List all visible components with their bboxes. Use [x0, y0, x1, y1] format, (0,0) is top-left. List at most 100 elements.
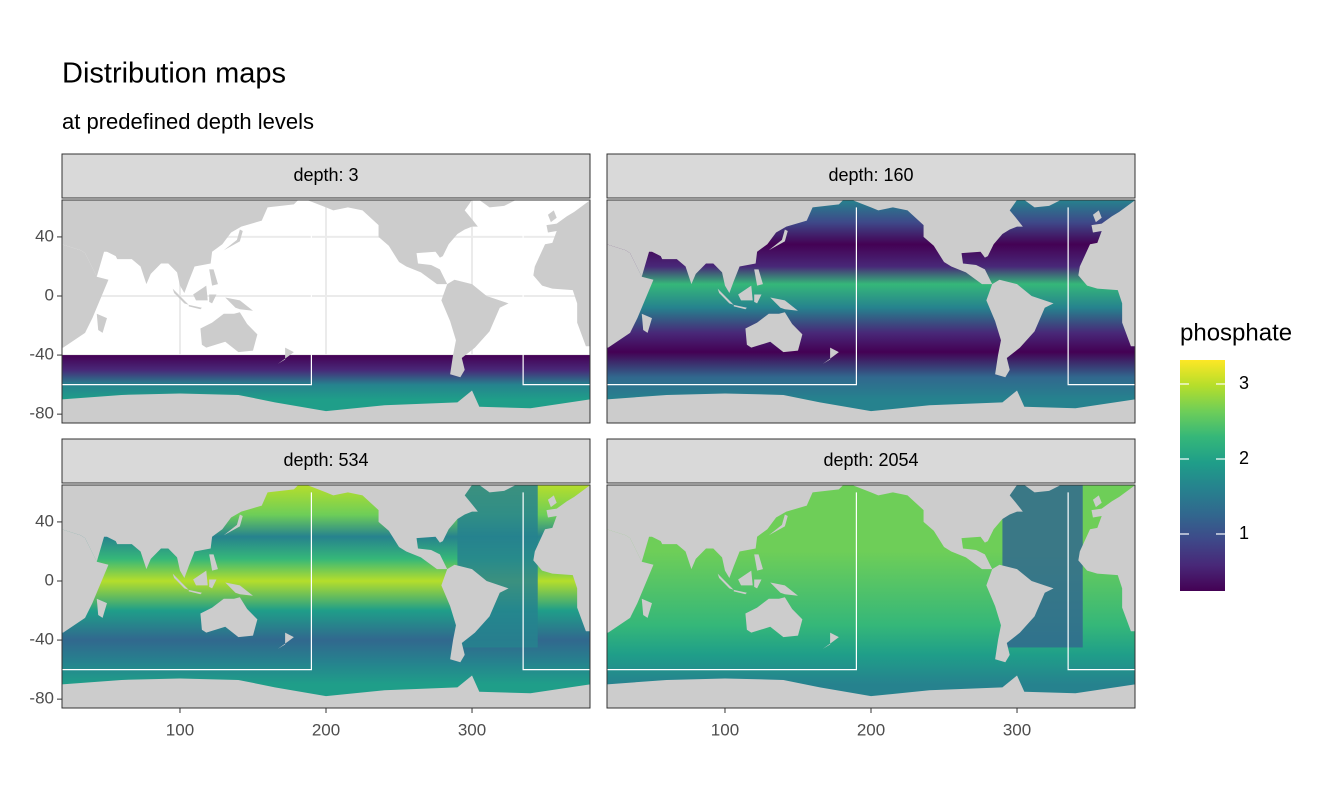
land: [225, 582, 253, 596]
land: [62, 200, 299, 294]
legend-tick-label: 1: [1239, 523, 1249, 543]
x-tick-label: 100: [711, 720, 739, 739]
land: [986, 564, 1054, 663]
land: [188, 589, 202, 595]
region-box: [62, 207, 312, 386]
land: [770, 297, 798, 311]
land: [533, 485, 590, 632]
land: [62, 675, 590, 708]
legend-tick-label: 3: [1239, 373, 1249, 393]
land: [745, 312, 803, 353]
map-panel: [62, 200, 590, 423]
land: [754, 269, 763, 286]
land: [754, 294, 762, 304]
legend-title: phosphate: [1180, 319, 1292, 346]
land: [172, 573, 189, 590]
land: [852, 200, 1023, 285]
land: [1078, 200, 1135, 347]
panel-border: [61, 199, 591, 424]
land: [277, 632, 294, 649]
land: [822, 347, 839, 364]
land: [768, 229, 788, 251]
land: [738, 570, 753, 586]
facet-strip: [61, 153, 591, 199]
facet-label: depth: 160: [828, 165, 913, 185]
colorbar: [1180, 360, 1225, 591]
land: [607, 390, 1135, 423]
land: [547, 495, 557, 508]
map-panel: [607, 200, 1135, 423]
region-box: [1067, 492, 1135, 671]
panel-border: [606, 199, 1136, 424]
land: [770, 582, 798, 596]
land: [733, 589, 747, 595]
land: [768, 514, 788, 536]
land: [641, 313, 652, 333]
land: [441, 279, 509, 378]
land: [62, 529, 109, 633]
land: [96, 313, 107, 333]
land: [717, 573, 734, 590]
land: [200, 312, 258, 353]
land: [717, 288, 734, 305]
region-box: [607, 492, 857, 671]
land: [62, 485, 299, 579]
region-box: [62, 492, 312, 671]
legend-tick-label: 2: [1239, 448, 1249, 468]
y-tick-label: -40: [29, 630, 54, 649]
facet-strip: [61, 438, 591, 484]
land: [209, 554, 218, 571]
land: [547, 210, 557, 223]
land: [200, 597, 258, 638]
land: [607, 244, 654, 348]
land: [209, 269, 218, 286]
land: [223, 229, 243, 251]
region-box: [522, 492, 590, 671]
land: [479, 485, 516, 493]
y-tick-label: 0: [45, 570, 54, 589]
facet-label: depth: 534: [283, 450, 368, 470]
land: [1092, 210, 1102, 223]
x-tick-label: 200: [857, 720, 885, 739]
land: [307, 485, 478, 570]
land: [479, 200, 516, 208]
land: [225, 297, 253, 311]
land: [1092, 495, 1102, 508]
land: [209, 579, 217, 589]
land: [223, 514, 243, 536]
facet-strip: [606, 153, 1136, 199]
x-tick-label: 300: [1003, 720, 1031, 739]
land: [754, 579, 762, 589]
land: [852, 485, 1023, 570]
land: [607, 485, 844, 579]
x-tick-label: 200: [312, 720, 340, 739]
y-tick-label: -80: [29, 689, 54, 708]
land: [607, 529, 654, 633]
land: [1078, 485, 1135, 632]
land: [822, 632, 839, 649]
map-panel: [607, 485, 1135, 708]
land: [172, 288, 189, 305]
x-tick-label: 100: [166, 720, 194, 739]
land: [188, 304, 202, 310]
facet-label: depth: 3: [293, 165, 358, 185]
land: [733, 304, 747, 310]
land: [738, 285, 753, 301]
land: [641, 598, 652, 618]
y-tick-label: 40: [35, 226, 54, 245]
land: [1024, 485, 1061, 493]
y-tick-label: 0: [45, 285, 54, 304]
land: [754, 554, 763, 571]
land: [607, 200, 844, 294]
land: [533, 200, 590, 347]
land: [96, 598, 107, 618]
land: [607, 675, 1135, 708]
land: [62, 244, 109, 348]
land: [62, 390, 590, 423]
land: [745, 597, 803, 638]
land: [193, 285, 208, 301]
land: [1024, 200, 1061, 208]
land: [209, 294, 217, 304]
land: [307, 200, 478, 285]
